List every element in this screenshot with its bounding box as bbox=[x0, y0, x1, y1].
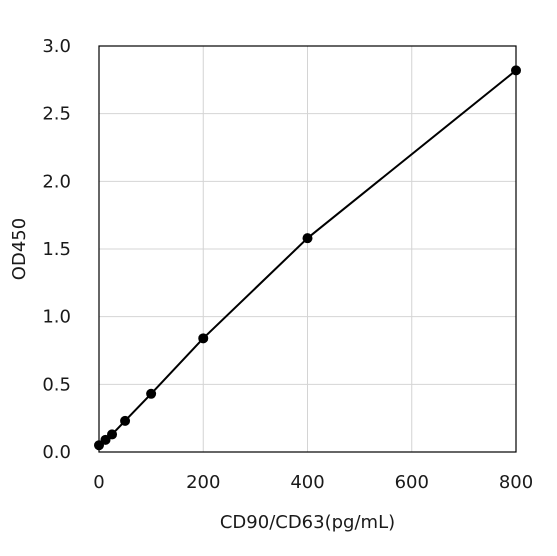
plot-area-frame bbox=[98, 45, 517, 453]
y-tick-label: 2.5 bbox=[42, 104, 71, 125]
data-point bbox=[198, 333, 209, 344]
x-tick-label: 200 bbox=[186, 472, 220, 493]
x-tick-label: 800 bbox=[499, 472, 533, 493]
data-point bbox=[511, 65, 521, 76]
x-axis-ticks: 0 200 400 600 800 bbox=[93, 472, 533, 493]
y-axis-label: OD450 bbox=[9, 218, 30, 280]
data-point bbox=[146, 388, 157, 399]
y-tick-label: 3.0 bbox=[42, 36, 71, 57]
y-tick-label: 1.5 bbox=[42, 239, 71, 260]
y-tick-label: 0.5 bbox=[42, 374, 71, 395]
x-tick-label: 600 bbox=[395, 472, 429, 493]
y-tick-label: 1.0 bbox=[42, 307, 71, 328]
x-tick-label: 400 bbox=[290, 472, 324, 493]
grid-lines bbox=[98, 45, 517, 453]
data-point bbox=[107, 429, 118, 440]
x-tick-label: 0 bbox=[93, 472, 104, 493]
y-axis-ticks: 0.0 0.5 1.0 1.5 2.0 2.5 3.0 bbox=[42, 36, 71, 463]
y-tick-label: 0.0 bbox=[42, 442, 71, 463]
x-axis-label: CD90/CD63(pg/mL) bbox=[220, 512, 395, 533]
series-layer bbox=[94, 65, 521, 451]
y-tick-label: 2.0 bbox=[42, 171, 71, 192]
data-point bbox=[120, 415, 131, 426]
data-point bbox=[302, 233, 313, 244]
